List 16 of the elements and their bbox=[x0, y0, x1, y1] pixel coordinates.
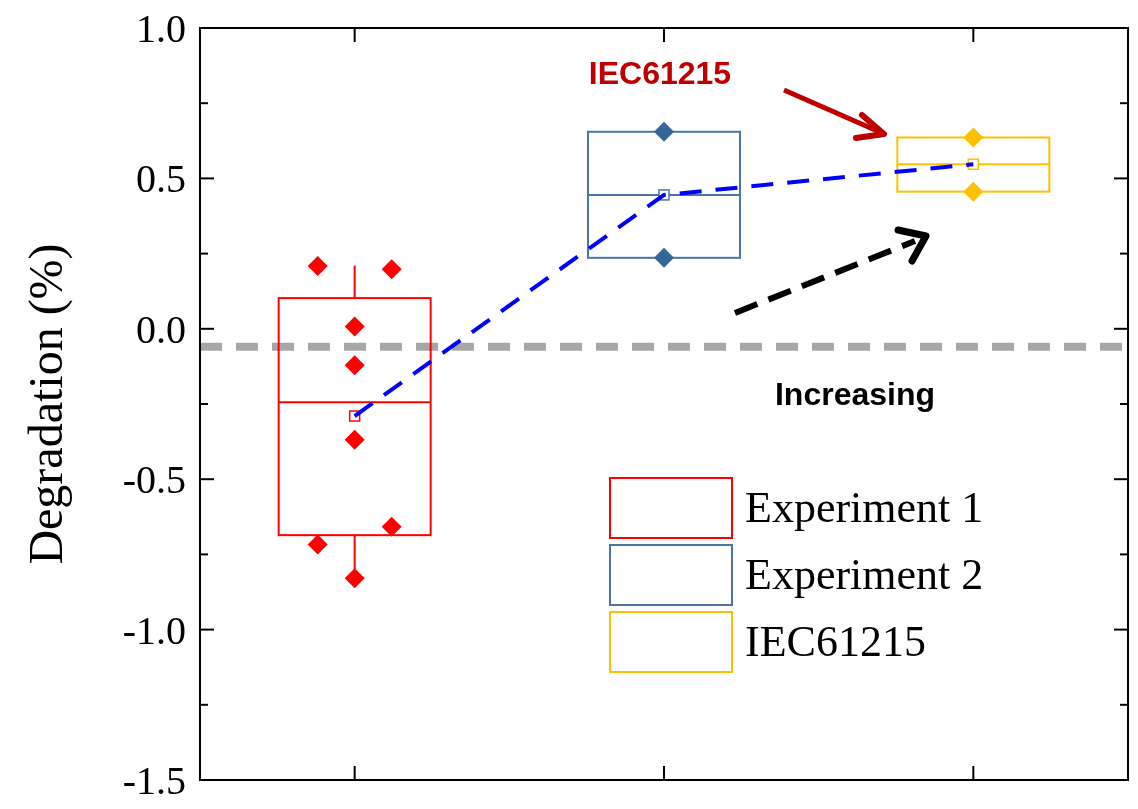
legend-label: Experiment 1 bbox=[745, 483, 984, 532]
y-tick-label: 0.5 bbox=[136, 156, 186, 202]
point bbox=[344, 429, 365, 450]
y-tick-label: 0.0 bbox=[136, 306, 186, 352]
y-axis-title: Degradation (%) bbox=[19, 243, 73, 565]
y-tick-label: -0.5 bbox=[122, 457, 186, 503]
legend-label: IEC61215 bbox=[745, 617, 926, 666]
y-tick-label: -1.0 bbox=[122, 607, 186, 653]
annotation: IEC61215 bbox=[588, 55, 732, 91]
point bbox=[344, 355, 365, 376]
y-tick-label: -1.5 bbox=[122, 758, 186, 803]
annotation: Increasing bbox=[774, 376, 936, 412]
point bbox=[344, 316, 365, 337]
legend-label: Experiment 2 bbox=[745, 550, 984, 599]
point bbox=[344, 568, 365, 589]
y-tick-label: 1.0 bbox=[136, 6, 186, 51]
